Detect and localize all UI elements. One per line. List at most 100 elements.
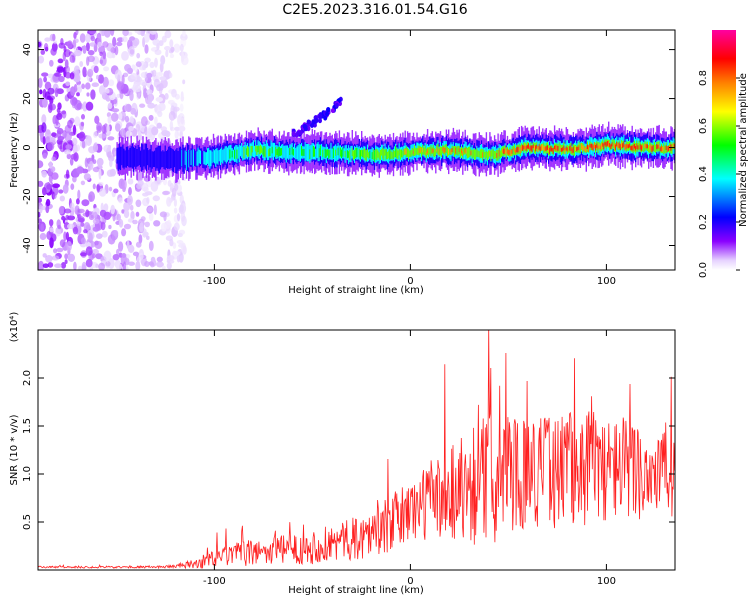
ridge-cell <box>127 146 129 166</box>
ridge-cell <box>497 149 499 161</box>
noise-cell <box>99 59 104 65</box>
noise-cell <box>179 204 184 213</box>
ridge-cell <box>549 147 551 154</box>
noise-cell <box>136 183 142 190</box>
ridge-cell <box>118 143 121 170</box>
noise-cell <box>69 55 76 63</box>
noise-cell <box>152 38 160 46</box>
noise-cell <box>44 81 52 91</box>
noise-cell <box>138 131 142 136</box>
ridge-cell <box>617 143 619 149</box>
noise-cell <box>132 251 140 257</box>
noise-cell <box>41 114 47 125</box>
ridge-cell <box>444 148 446 153</box>
ridge-cell <box>209 150 211 169</box>
snr-frame <box>37 329 676 571</box>
noise-cell <box>97 41 102 48</box>
ridge-cell <box>132 146 135 172</box>
ridge-cell <box>652 145 655 151</box>
spur-cell <box>310 123 314 128</box>
ridge-cell <box>604 141 606 146</box>
y-tick-label: 40 <box>22 43 33 56</box>
noise-cell <box>169 72 173 79</box>
noise-cell <box>98 133 107 139</box>
noise-cell <box>116 80 125 90</box>
ridge-cell <box>484 151 486 160</box>
ridge-cell <box>286 145 289 159</box>
ridge-cell <box>589 143 591 148</box>
noise-cell <box>128 261 135 266</box>
noise-cell <box>142 192 149 197</box>
ridge-cell <box>415 148 417 156</box>
ridge-cell <box>311 142 313 160</box>
noise-cell <box>118 219 124 228</box>
noise-cell <box>151 69 157 77</box>
ridge-cell <box>622 143 624 149</box>
noise-cell <box>115 263 123 270</box>
ridge-cell <box>310 144 312 161</box>
colorbar-tick-label: 0.0 <box>698 262 709 278</box>
ridge-cell <box>631 145 633 151</box>
ridge-cell <box>538 144 540 150</box>
ridge-cell <box>489 150 491 157</box>
ridge-cell <box>179 146 182 170</box>
ridge-cell <box>223 148 225 161</box>
ridge-cell <box>138 147 141 166</box>
ridge-cell <box>291 146 293 155</box>
noise-cell <box>78 265 82 270</box>
ridge-cell <box>124 150 126 168</box>
y-tick-label: 1.0 <box>22 466 33 482</box>
noise-cell <box>74 116 81 127</box>
noise-cell <box>42 253 47 258</box>
ridge-cell <box>338 145 341 159</box>
ridge-cell <box>237 146 239 159</box>
ridge-cell <box>396 148 398 159</box>
noise-cell <box>94 115 100 125</box>
ridge-cell <box>330 142 332 160</box>
ridge-cell <box>122 144 124 168</box>
ridge-cell <box>584 147 586 152</box>
ridge-cell <box>357 147 359 160</box>
ridge-cell <box>189 150 191 167</box>
ridge-cell <box>525 145 527 151</box>
ridge-cell <box>348 151 350 158</box>
colorbar-tick-label: 0.6 <box>698 118 709 134</box>
noise-cell <box>40 49 46 55</box>
chart-title: C2E5.2023.316.01.54.G16 <box>282 2 468 18</box>
noise-cell <box>38 211 41 218</box>
ridge-cell <box>341 149 343 158</box>
noise-cell <box>121 36 128 43</box>
noise-cell <box>76 144 80 152</box>
snr-ticks: -100 0 100 0.5 1.0 1.5 2.0 <box>22 330 675 587</box>
ridge-cell <box>289 148 291 155</box>
noise-cell <box>95 263 99 269</box>
ridge-cell <box>481 148 483 159</box>
noise-cell <box>107 144 111 149</box>
ridge-cell <box>448 149 450 155</box>
noise-cell <box>154 105 163 115</box>
ridge-cell <box>650 144 652 151</box>
ridge-cell <box>201 148 203 165</box>
ridge-cell <box>284 145 286 160</box>
ridge-cell <box>337 147 339 156</box>
ridge-cell <box>134 147 136 167</box>
ridge-cell <box>413 145 416 156</box>
y-tick-label: 1.5 <box>22 418 33 434</box>
ridge-cell <box>365 150 368 162</box>
noise-cell <box>109 168 116 177</box>
noise-cell <box>123 209 130 219</box>
noise-cell <box>110 30 115 36</box>
ridge-cell <box>316 143 318 159</box>
noise-cell <box>127 67 133 75</box>
ridge-cell <box>378 152 380 160</box>
ridge-cell <box>324 148 326 158</box>
noise-cell <box>77 189 81 200</box>
noise-cell <box>67 223 75 229</box>
noise-cell <box>69 72 75 80</box>
noise-cell <box>42 186 47 196</box>
noise-cell <box>105 261 111 267</box>
noise-cell <box>113 230 119 237</box>
noise-cell <box>77 208 85 214</box>
noise-cell <box>49 59 54 67</box>
noise-cell <box>72 124 77 135</box>
